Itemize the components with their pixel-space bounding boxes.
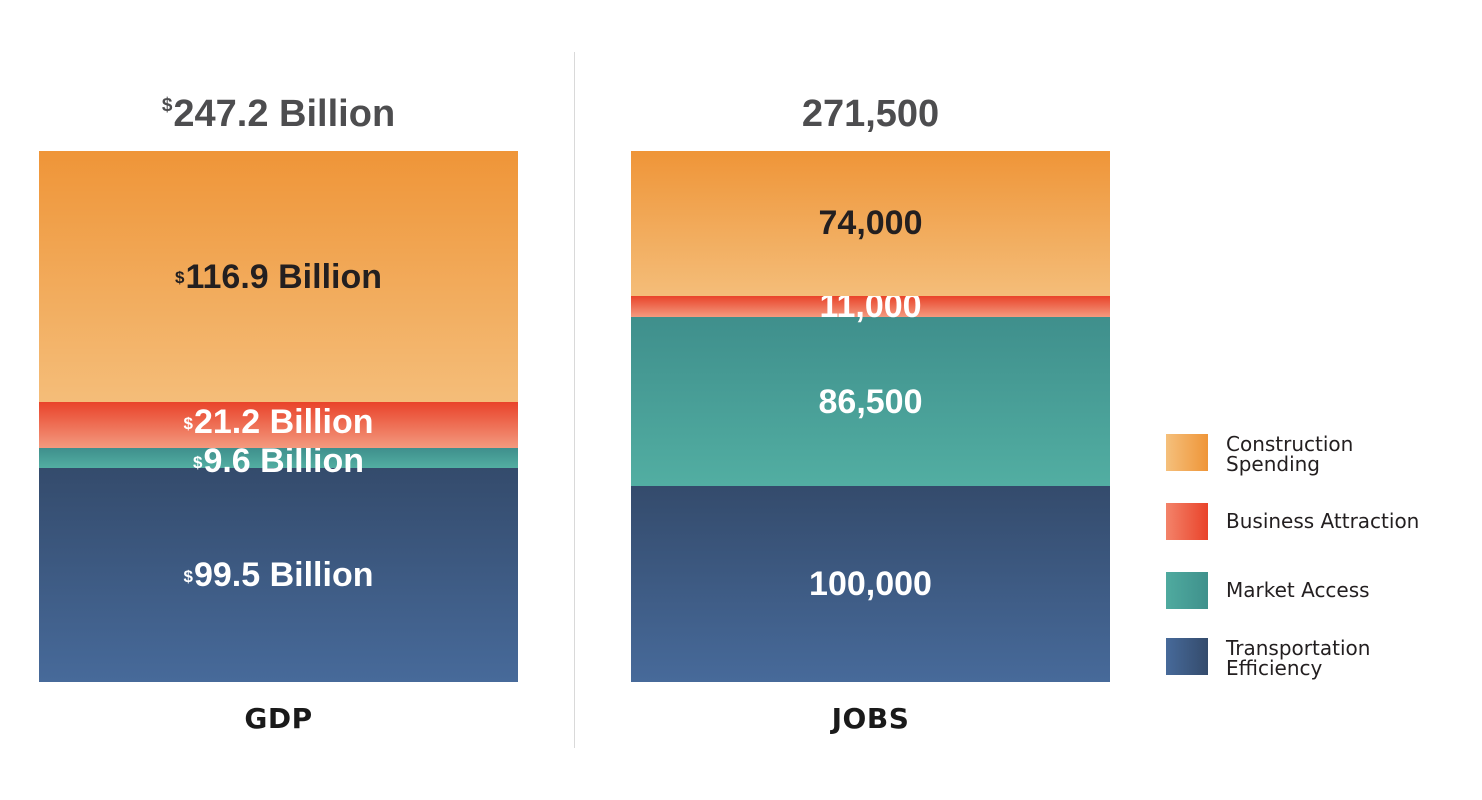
segment-transportation-efficiency (631, 486, 1110, 682)
legend-item: Business Attraction (1166, 503, 1466, 543)
currency-symbol: $ (183, 413, 193, 433)
legend-label: Business Attraction (1226, 509, 1420, 533)
bar-total-jobs: 271,500 (801, 93, 940, 135)
segment-market-access (39, 447, 518, 469)
legend-swatch (1166, 572, 1208, 609)
legend-item: Transportation Efficiency (1166, 638, 1466, 678)
segment-construction-spending (631, 151, 1110, 296)
panel-divider (574, 52, 575, 748)
bar-total-gdp: $247.2 Billion (161, 93, 396, 135)
segment-business-attraction (631, 295, 1110, 318)
currency-symbol: $ (183, 566, 193, 586)
data-label: $9.6 Billion (192, 441, 365, 480)
segment-business-attraction (39, 402, 518, 448)
currency-symbol: $ (161, 94, 173, 116)
segment-market-access (631, 317, 1110, 487)
currency-symbol: $ (192, 452, 203, 472)
legend-label-line: Efficiency (1226, 656, 1323, 680)
data-label: 86,500 (818, 382, 923, 421)
x-axis-label-gdp: GDP (244, 702, 313, 735)
segment-transportation-efficiency (39, 468, 518, 682)
legend-swatch (1166, 434, 1208, 471)
data-label: 74,000 (818, 204, 923, 243)
legend-label-line: Spending (1226, 452, 1320, 476)
legend-label: Transportation Efficiency (1226, 638, 1456, 678)
stacked-bar-gdp: $99.5 Billion $9.6 Billion $21.2 Billion $1… (39, 151, 518, 682)
legend-label: Market Access (1226, 578, 1370, 602)
data-label: $116.9 Billion (175, 257, 382, 296)
data-label: 100,000 (809, 565, 932, 604)
legend-label-line: Construction (1226, 432, 1354, 456)
data-label: $21.2 Billion (183, 402, 374, 441)
currency-symbol: $ (175, 268, 185, 288)
legend-label-line: Transportation (1226, 636, 1371, 660)
data-label: $99.5 Billion (183, 556, 374, 595)
legend-label: Construction Spending (1226, 434, 1456, 474)
legend-item: Construction Spending (1166, 434, 1466, 474)
legend-swatch (1166, 638, 1208, 675)
legend-item: Market Access (1166, 572, 1466, 612)
legend-swatch (1166, 503, 1208, 540)
x-axis-label-jobs: JOBS (831, 702, 910, 735)
stacked-bar-jobs: 100,000 86,500 11,000 74,000 (631, 151, 1110, 682)
segment-construction-spending (39, 151, 518, 403)
